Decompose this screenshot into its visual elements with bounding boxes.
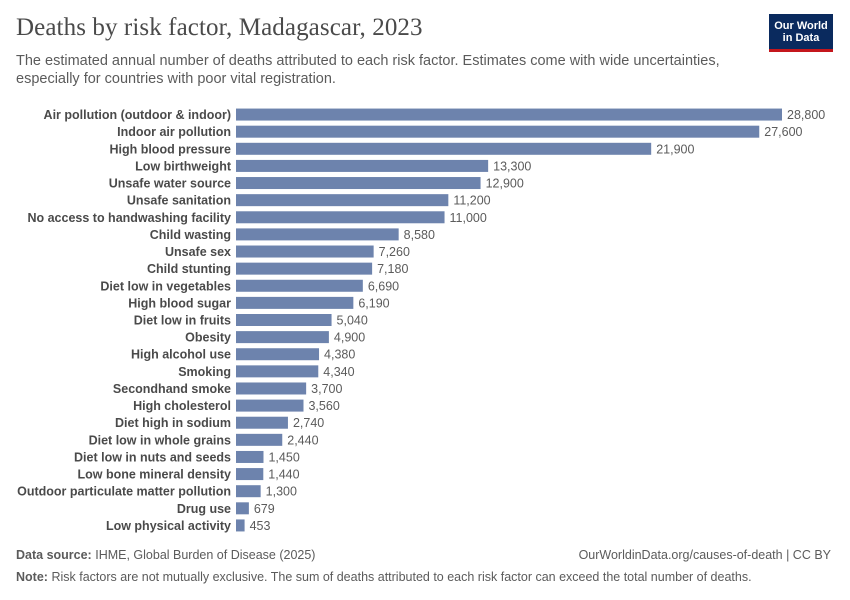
category-label: Smoking	[178, 365, 231, 379]
value-label: 21,900	[656, 142, 694, 156]
category-label: Child stunting	[147, 262, 231, 276]
category-label: High blood pressure	[109, 142, 231, 156]
value-label: 4,340	[323, 365, 354, 379]
value-label: 5,040	[337, 314, 368, 328]
bar[interactable]	[236, 296, 354, 309]
bar[interactable]	[236, 142, 652, 155]
bar[interactable]	[236, 194, 449, 207]
bar[interactable]	[236, 159, 489, 172]
category-label: Air pollution (outdoor & indoor)	[44, 108, 231, 122]
value-label: 3,700	[311, 382, 342, 396]
value-label: 6,190	[358, 296, 389, 310]
footnote: Note: Risk factors are not mutually excl…	[16, 570, 752, 584]
bar[interactable]	[236, 314, 332, 326]
category-label: Unsafe water source	[109, 177, 231, 191]
value-label: 3,560	[308, 399, 339, 413]
bar-chart: Air pollution (outdoor & indoor) 28,800 In…	[17, 108, 825, 533]
note-text: Risk factors are not mutually exclusive.…	[51, 570, 752, 584]
value-label: 12,900	[486, 177, 524, 191]
value-label: 2,740	[293, 416, 324, 430]
category-label: Outdoor particulate matter pollution	[17, 485, 231, 499]
value-label: 679	[254, 502, 275, 516]
bar[interactable]	[236, 108, 782, 121]
chart-title: Deaths by risk factor, Madagascar, 2023	[16, 14, 423, 41]
value-label: 13,300	[493, 159, 531, 173]
data-source: Data source: IHME, Global Burden of Dise…	[16, 548, 315, 562]
bar[interactable]	[236, 245, 374, 258]
category-label: Secondhand smoke	[113, 382, 231, 396]
value-label: 4,900	[334, 331, 365, 345]
bar[interactable]	[236, 433, 283, 446]
value-label: 27,600	[764, 125, 802, 139]
source-label: Data source:	[16, 548, 92, 562]
bar[interactable]	[236, 450, 264, 463]
value-label: 1,450	[268, 450, 299, 464]
value-label: 4,380	[324, 348, 355, 362]
category-label: Drug use	[177, 502, 231, 516]
note-label: Note:	[16, 570, 48, 584]
logo-line-2: in Data	[782, 32, 820, 44]
category-label: Low bone mineral density	[78, 468, 232, 482]
category-label: Diet low in vegetables	[100, 279, 231, 293]
bar[interactable]	[236, 416, 288, 429]
bar[interactable]	[236, 177, 481, 190]
owid-logo[interactable]: Our World in Data	[769, 14, 833, 52]
category-label: No access to handwashing facility	[27, 211, 231, 225]
category-label: Diet low in nuts and seeds	[74, 450, 231, 464]
value-label: 1,300	[266, 485, 297, 499]
value-label: 11,000	[450, 211, 487, 225]
bar[interactable]	[236, 485, 261, 498]
value-label: 7,180	[377, 262, 408, 276]
logo-line-1: Our World	[774, 20, 828, 32]
bar[interactable]	[236, 211, 445, 224]
category-label: Indoor air pollution	[117, 125, 231, 139]
category-label: High blood sugar	[128, 296, 231, 310]
value-label: 1,440	[268, 468, 299, 482]
source-text[interactable]: IHME, Global Burden of Disease (2025)	[95, 548, 316, 562]
category-label: High cholesterol	[133, 399, 231, 413]
bar[interactable]	[236, 468, 264, 481]
value-label: 11,200	[453, 194, 490, 208]
value-label: 8,580	[404, 228, 435, 242]
category-label: Low physical activity	[106, 519, 231, 533]
bar[interactable]	[236, 365, 319, 378]
category-label: Diet high in sodium	[115, 416, 231, 430]
bar[interactable]	[236, 125, 760, 138]
bar[interactable]	[236, 502, 249, 515]
value-label: 6,690	[368, 279, 399, 293]
category-label: Diet low in whole grains	[89, 433, 231, 447]
value-label: 453	[250, 519, 271, 533]
bar[interactable]	[236, 519, 245, 532]
category-label: Child wasting	[150, 228, 231, 242]
value-label: 2,440	[287, 433, 318, 447]
bar[interactable]	[236, 331, 329, 344]
value-label: 28,800	[787, 108, 825, 122]
bar[interactable]	[236, 279, 363, 292]
bar[interactable]	[236, 228, 399, 241]
category-label: Obesity	[185, 331, 231, 345]
category-label: Diet low in fruits	[134, 314, 231, 328]
value-label: 7,260	[379, 245, 410, 259]
bar[interactable]	[236, 262, 373, 275]
category-label: Unsafe sex	[165, 245, 231, 259]
category-label: Low birthweight	[135, 159, 232, 173]
category-label: High alcohol use	[131, 348, 231, 362]
bar[interactable]	[236, 399, 304, 412]
bar[interactable]	[236, 348, 320, 361]
chart-subtitle: The estimated annual number of deaths at…	[16, 53, 720, 87]
bar[interactable]	[236, 382, 307, 395]
category-label: Unsafe sanitation	[127, 194, 231, 208]
source-url[interactable]: OurWorldinData.org/causes-of-death | CC …	[578, 548, 831, 562]
